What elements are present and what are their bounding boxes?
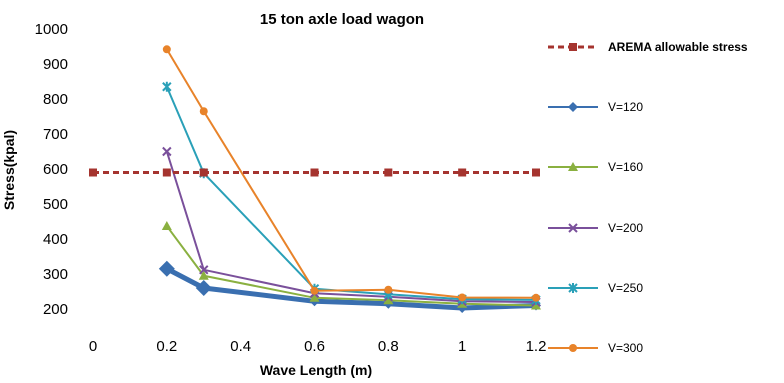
y-tick-label: 900 <box>43 56 68 73</box>
data-point <box>162 81 172 92</box>
series-line <box>165 86 537 301</box>
x-tick-label: 0.8 <box>378 338 399 355</box>
y-tick-label: 400 <box>43 231 68 248</box>
data-point <box>310 168 319 177</box>
data-point <box>89 168 97 177</box>
data-point <box>384 168 393 177</box>
data-point <box>199 265 209 275</box>
data-point <box>532 168 540 177</box>
legend-item: V=160 <box>548 160 643 174</box>
y-tick-label: 500 <box>43 196 68 213</box>
data-point <box>162 45 171 54</box>
legend-marker <box>568 162 578 171</box>
series-v-250 <box>162 81 541 305</box>
data-point <box>383 295 394 305</box>
x-tick-label: 1 <box>458 338 466 355</box>
data-point <box>199 168 208 177</box>
legend-marker <box>568 102 578 112</box>
legend-label: AREMA allowable stress <box>608 40 748 54</box>
data-point <box>158 260 175 277</box>
plot-area <box>89 45 541 313</box>
data-point <box>161 221 172 231</box>
legend-label: V=250 <box>608 281 643 295</box>
x-axis: 0 0.2 0.4 0.6 0.8 1 1.2 <box>89 338 547 355</box>
series-v-300 <box>162 45 540 302</box>
data-point <box>458 168 467 177</box>
series-line <box>165 266 537 311</box>
series-line <box>165 48 537 299</box>
x-axis-title: Wave Length (m) <box>260 362 372 378</box>
data-point <box>198 270 209 280</box>
legend-item: V=200 <box>548 221 643 235</box>
y-tick-label: 200 <box>43 301 68 318</box>
data-point <box>199 107 208 116</box>
legend: AREMA allowable stress V=120 V=160 V=200 V=2… <box>548 40 748 355</box>
data-point <box>309 292 320 302</box>
data-point <box>532 293 540 302</box>
legend-marker <box>569 43 577 51</box>
x-tick-label: 0 <box>89 338 97 355</box>
data-point <box>458 293 467 302</box>
series-v-160 <box>161 221 541 310</box>
data-point <box>195 280 212 296</box>
legend-marker <box>568 283 578 293</box>
legend-item: V=250 <box>548 281 643 295</box>
y-tick-label: 1000 <box>35 21 68 38</box>
legend-item: AREMA allowable stress <box>548 40 748 54</box>
legend-label: V=120 <box>608 100 643 114</box>
x-tick-label: 0.6 <box>304 338 325 355</box>
data-point <box>310 286 319 295</box>
legend-item: V=300 <box>548 341 643 355</box>
legend-label: V=200 <box>608 221 643 235</box>
legend-marker <box>568 223 578 233</box>
x-tick-label: 1.2 <box>526 338 547 355</box>
y-axis: 200 300 400 500 600 700 800 900 1000 <box>35 21 68 318</box>
data-point <box>162 146 172 157</box>
chart-title: 15 ton axle load wagon <box>260 11 424 28</box>
series-line <box>165 151 537 303</box>
legend-label: V=160 <box>608 160 643 174</box>
x-tick-label: 0.2 <box>156 338 177 355</box>
x-tick-label: 0.4 <box>230 338 251 355</box>
data-point <box>531 300 541 310</box>
series-allowable-stress <box>89 168 540 177</box>
y-tick-label: 700 <box>43 126 68 143</box>
y-axis-title: Stress(kpal) <box>1 130 17 210</box>
y-tick-label: 800 <box>43 91 68 108</box>
legend-item: V=120 <box>548 100 643 114</box>
y-tick-label: 300 <box>43 266 68 283</box>
data-point <box>162 168 171 177</box>
legend-marker <box>569 344 577 352</box>
y-tick-label: 600 <box>43 161 68 178</box>
legend-label: V=300 <box>608 341 643 355</box>
series-line <box>166 225 537 307</box>
data-point <box>384 285 393 294</box>
